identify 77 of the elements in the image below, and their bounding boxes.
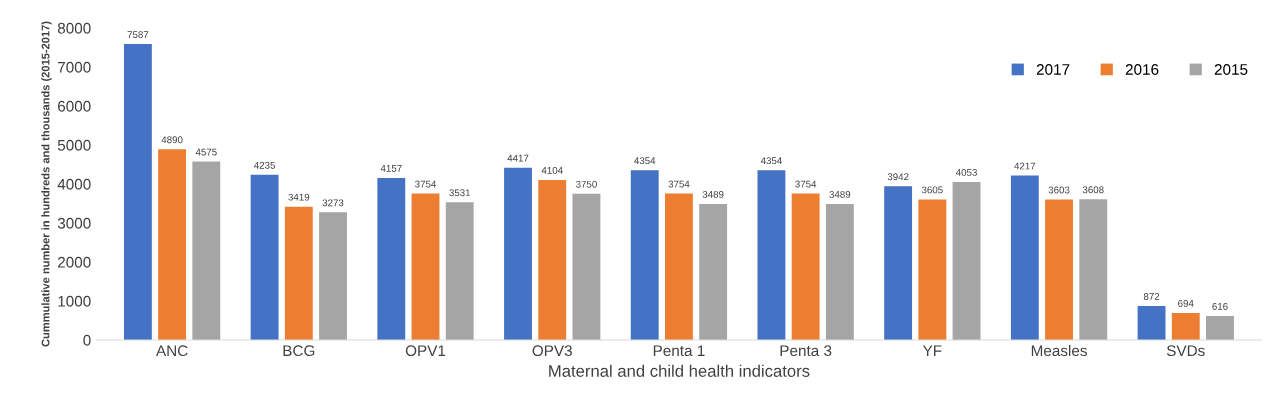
data-label: 3273: [322, 199, 344, 207]
x-tick-label: Penta 1: [653, 345, 705, 357]
data-label: 4354: [634, 157, 656, 165]
data-label: 3754: [668, 180, 690, 188]
x-tick-label: BCG: [283, 345, 315, 357]
data-label: 4235: [254, 161, 275, 169]
data-label: 4890: [161, 136, 183, 144]
data-label: 3942: [887, 173, 909, 181]
bar: [825, 203, 854, 340]
x-tick-label: Penta 3: [780, 345, 832, 357]
data-label: 4575: [195, 148, 217, 156]
data-label: 3489: [702, 190, 724, 198]
y-tick-label: 6000: [58, 100, 91, 112]
y-tick-label: 4000: [57, 178, 91, 190]
bar: [445, 202, 474, 340]
y-axis-title: Cummulative number in hundreds and thousands (2015-2017): [41, 21, 52, 347]
bar: [952, 181, 981, 340]
bar: [192, 161, 221, 340]
bar: [918, 199, 947, 340]
x-tick-label: OPV1: [405, 345, 446, 357]
y-tick-label: 8000: [57, 22, 91, 34]
bar: [158, 149, 187, 340]
bar: [757, 170, 786, 340]
data-label: 3754: [795, 180, 817, 188]
legend-label: 2015: [1214, 64, 1248, 75]
bar: [1171, 312, 1200, 340]
data-label: 3489: [829, 190, 851, 198]
bar: [630, 170, 659, 340]
data-label: 616: [1212, 303, 1228, 310]
bar: [1010, 175, 1039, 340]
data-label: 3419: [288, 193, 310, 201]
y-tick-label: 7000: [58, 61, 91, 73]
y-tick-label: 1000: [58, 295, 91, 307]
bar: [699, 203, 728, 340]
data-label: 694: [1178, 299, 1194, 307]
x-tick-label: ANC: [156, 345, 188, 357]
y-tick-label: 3000: [57, 217, 91, 229]
bar: [411, 193, 440, 340]
bar: [791, 193, 820, 340]
data-label: 3750: [575, 180, 597, 188]
data-label: 3754: [415, 180, 437, 188]
bar: [250, 174, 279, 340]
bar: [664, 193, 693, 340]
x-tick-label: SVDs: [1166, 345, 1205, 357]
bar: [319, 212, 347, 340]
legend-label: 2017: [1036, 64, 1070, 75]
bar: [884, 186, 913, 340]
data-label: 872: [1143, 293, 1160, 300]
y-tick-label: 0: [83, 334, 91, 346]
data-label: 4217: [1014, 162, 1036, 170]
bar: [1045, 199, 1073, 340]
x-tick-label: OPV3: [532, 345, 572, 357]
x-tick-label: YF: [922, 345, 942, 356]
bar: [572, 193, 601, 340]
data-label: 7587: [127, 31, 149, 39]
data-label: 4053: [955, 168, 977, 176]
bar: [123, 44, 152, 340]
bar: [1079, 199, 1108, 340]
bar: [377, 177, 406, 340]
y-tick-label: 2000: [58, 256, 91, 268]
data-label: 4104: [541, 166, 563, 174]
bar: [284, 206, 313, 340]
data-label: 4417: [507, 154, 529, 162]
data-label: 3608: [1082, 186, 1104, 194]
x-axis-title: Maternal and child health indicators: [549, 364, 810, 377]
data-label: 3603: [1048, 186, 1070, 194]
data-label: 3531: [449, 189, 471, 197]
data-label: 4354: [760, 157, 782, 165]
data-label: 3605: [921, 186, 943, 194]
data-label: 4157: [380, 165, 402, 172]
legend-label: 2016: [1125, 64, 1159, 75]
bar: [1137, 305, 1166, 340]
y-tick-label: 5000: [57, 139, 91, 151]
bar: [538, 179, 567, 340]
x-tick-label: Measles: [1031, 344, 1087, 357]
bar: [504, 167, 532, 340]
bar: [1206, 315, 1234, 340]
